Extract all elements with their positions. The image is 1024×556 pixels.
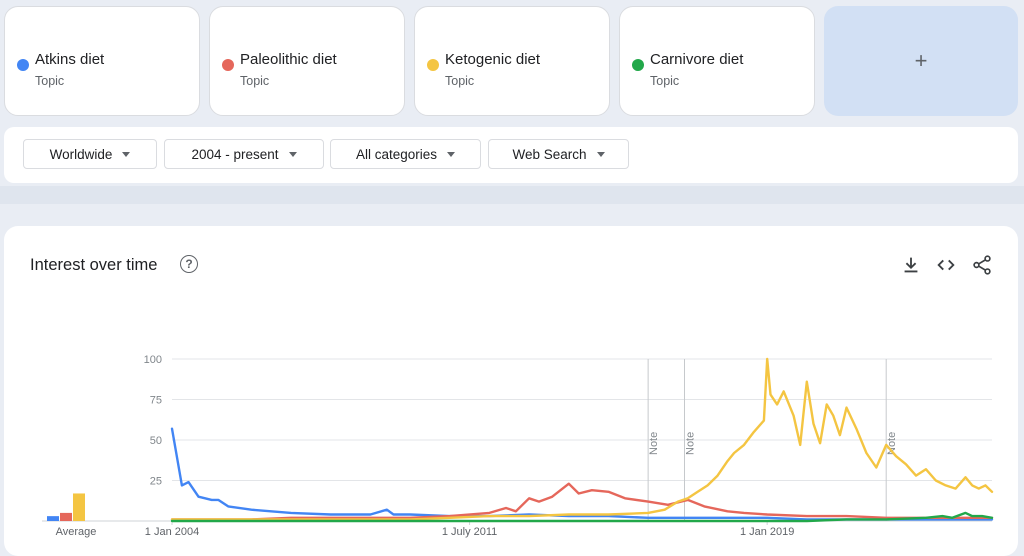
- term-type: Topic: [445, 74, 475, 88]
- series-color-dot: [632, 59, 644, 71]
- average-bar: [60, 512, 72, 521]
- y-tick-label: 100: [144, 354, 162, 366]
- download-icon[interactable]: [900, 254, 922, 276]
- section-divider: [0, 186, 1024, 204]
- chart-title: Interest over time: [30, 256, 158, 274]
- term-name: Paleolithic diet: [240, 51, 337, 68]
- caret-down-icon: [288, 151, 297, 157]
- average-label: Average: [56, 526, 97, 538]
- series-line-ketogenic-diet: [170, 357, 994, 521]
- term-card-carnivore[interactable]: Carnivore diet Topic: [619, 6, 815, 116]
- term-type: Topic: [240, 74, 270, 88]
- series-line-paleolithic-diet: [170, 482, 994, 521]
- help-icon[interactable]: ?: [180, 255, 198, 273]
- category-dropdown[interactable]: All categories: [330, 139, 481, 169]
- x-tick-label: 1 Jan 2004: [145, 526, 199, 538]
- region-dropdown[interactable]: Worldwide: [23, 139, 157, 169]
- caret-down-icon: [596, 151, 605, 157]
- y-tick-label: 25: [150, 476, 162, 488]
- series-color-dot: [427, 59, 439, 71]
- series-color-dot: [17, 59, 29, 71]
- term-name: Carnivore diet: [650, 51, 744, 68]
- average-bar: [47, 516, 59, 521]
- search-terms-bar: Atkins diet Topic Paleolithic diet Topic…: [0, 0, 1024, 120]
- term-name: Atkins diet: [35, 51, 105, 68]
- series-color-dot: [222, 59, 234, 71]
- term-card-paleolithic[interactable]: Paleolithic diet Topic: [209, 6, 405, 116]
- term-card-ketogenic[interactable]: Ketogenic diet Topic: [414, 6, 610, 116]
- search-type-label: Web Search: [512, 146, 587, 162]
- y-tick-label: 50: [150, 435, 162, 447]
- region-label: Worldwide: [49, 146, 113, 162]
- search-type-dropdown[interactable]: Web Search: [488, 139, 629, 169]
- time-range-label: 2004 - present: [191, 146, 279, 162]
- note-label: Note: [685, 432, 697, 455]
- add-comparison-button[interactable]: +: [824, 6, 1018, 116]
- series-line-carnivore-diet: [170, 511, 994, 523]
- series-line-atkins-diet: [170, 427, 994, 521]
- note-label: Note: [648, 432, 660, 455]
- category-label: All categories: [355, 146, 438, 162]
- caret-down-icon: [122, 151, 131, 157]
- y-tick-label: 75: [150, 395, 162, 407]
- interest-over-time-card: Interest over time ? Note Note Note 25 50 75…: [4, 226, 1018, 556]
- term-type: Topic: [650, 74, 680, 88]
- x-tick-label: 1 July 2011: [442, 526, 497, 538]
- term-name: Ketogenic diet: [445, 51, 541, 68]
- x-tick-label: 1 Jan 2019: [740, 526, 794, 538]
- embed-code-icon[interactable]: [935, 254, 957, 276]
- share-icon[interactable]: [971, 254, 993, 276]
- caret-down-icon: [447, 151, 456, 157]
- filter-bar: Worldwide 2004 - present All categories …: [4, 127, 1018, 183]
- average-bar: [73, 493, 85, 521]
- time-range-dropdown[interactable]: 2004 - present: [164, 139, 324, 169]
- term-type: Topic: [35, 74, 65, 88]
- term-card-atkins[interactable]: Atkins diet Topic: [4, 6, 200, 116]
